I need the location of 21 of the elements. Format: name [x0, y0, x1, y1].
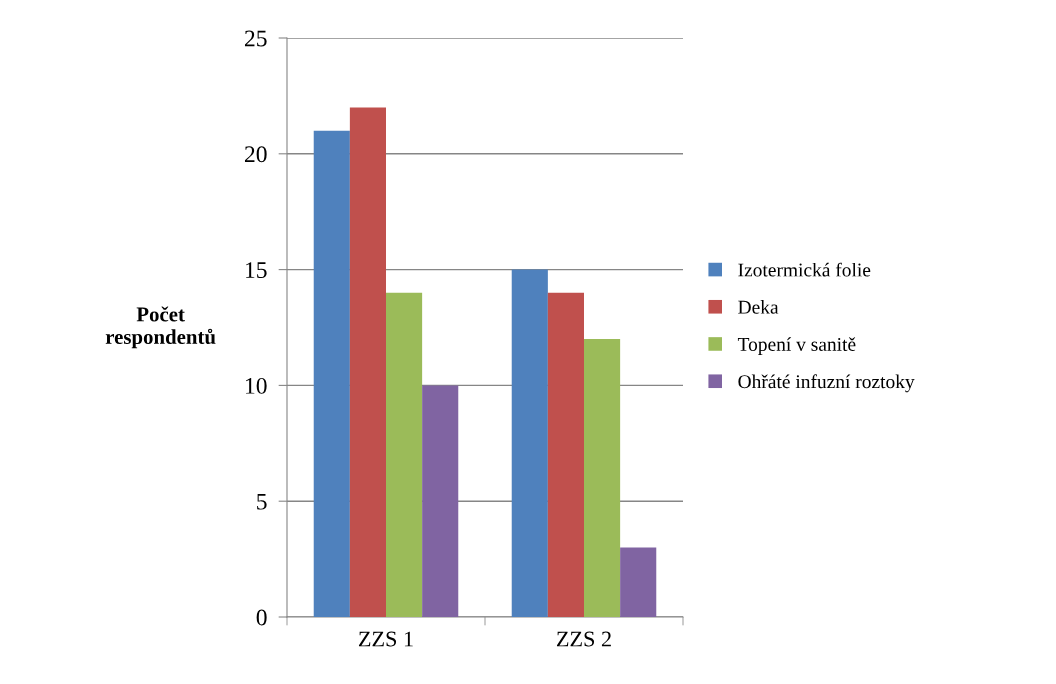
bar	[511, 269, 548, 617]
bar	[386, 292, 423, 617]
bar	[313, 130, 350, 617]
y-tick-label: 20	[244, 146, 267, 163]
x-tick-label: ZZS 1	[358, 631, 413, 647]
bar	[547, 292, 584, 617]
y-tick-label: 15	[246, 262, 267, 279]
bar	[349, 107, 386, 617]
y-tick-label: 0	[256, 609, 267, 626]
y-tick-label: 25	[244, 30, 267, 47]
x-tick-label: ZZS 2	[556, 631, 611, 647]
legend-label: Deka	[738, 300, 779, 314]
y-tick-label: 10	[246, 377, 267, 394]
bar	[620, 547, 657, 617]
y-axis-title: Počet respondentů	[105, 306, 216, 349]
legend-label: Topení v sanitě	[737, 337, 856, 355]
bar	[422, 385, 459, 617]
y-tick-label: 5	[257, 493, 267, 510]
bar	[584, 339, 621, 617]
legend-label: Izotermická folie	[738, 262, 871, 277]
legend-label: Ohřáté infuzní roztoky	[738, 374, 915, 393]
